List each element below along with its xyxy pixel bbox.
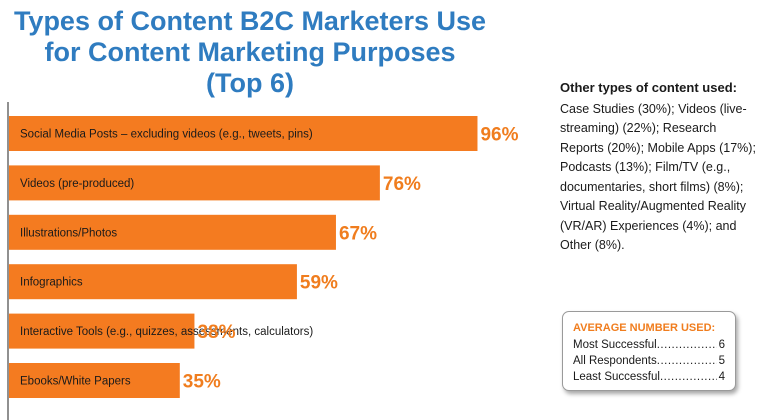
other-content-types-line: Podcasts (13%); Film/TV (e.g., [560, 160, 731, 174]
other-content-types-line: Reports (20%); Mobile Apps (17%); [560, 140, 756, 155]
bar-value-label: 76% [383, 174, 421, 195]
other-content-types-line: Other (8%). [560, 238, 625, 252]
bar [9, 165, 380, 201]
chart-title-line-2: for Content Marketing Purposes [44, 37, 456, 67]
average-row-all-respondents: All Respondents 5 [573, 353, 725, 369]
bar-value-label: 67% [339, 223, 377, 244]
average-number-panel: AVERAGE NUMBER USED: Most Successful 6 A… [562, 311, 736, 391]
bar [9, 264, 297, 300]
bar [9, 214, 336, 250]
other-content-types-heading: Other types of content used: [560, 80, 737, 95]
chart-title: Types of Content B2C Marketers Use for C… [0, 6, 500, 99]
bar-category-label: Infographics [20, 277, 83, 289]
other-content-types-line: streaming) (22%); Research [560, 121, 717, 135]
average-row-label: Most Successful [573, 339, 657, 351]
dot-leader [657, 353, 717, 369]
other-content-types-line: Virtual Reality/Augmented Reality [560, 199, 746, 213]
average-row-label: All Respondents [573, 355, 657, 367]
bar-value-label: 38% [197, 322, 235, 343]
average-row-value: 5 [718, 355, 725, 367]
other-content-types-line: documentaries, short films) (8%); [560, 179, 744, 194]
chart-title-line-3: (Top 6) [206, 68, 294, 98]
bar-value-label: 96% [480, 125, 518, 146]
bar-value-label: 35% [183, 372, 221, 393]
bar-category-label: Social Media Posts – excluding videos (e… [20, 129, 313, 141]
average-row-value: 6 [718, 339, 725, 351]
other-content-types-line: (VR/AR) Experiences (4%); and [560, 218, 737, 233]
bar-chart: Social Media Posts – excluding videos (e… [7, 102, 519, 420]
average-row-least-successful: Least Successful 4 [573, 369, 725, 385]
bar-category-label: Ebooks/White Papers [20, 376, 131, 388]
other-content-types-line: Case Studies (30%); Videos (live- [560, 101, 747, 116]
average-number-heading: AVERAGE NUMBER USED: [573, 322, 716, 334]
dot-leader [657, 337, 717, 353]
chart-title-line-1: Types of Content B2C Marketers Use [13, 6, 487, 36]
bar-category-label: Interactive Tools (e.g., quizzes, assess… [20, 326, 313, 338]
bar [9, 116, 478, 151]
bar-category-label: Videos (pre-produced) [20, 178, 134, 190]
average-row-label: Least Successful [573, 371, 660, 383]
bar-category-label: Illustrations/Photos [20, 227, 117, 239]
bar-value-label: 59% [300, 273, 338, 294]
dot-leader [660, 369, 717, 385]
average-row-most-successful: Most Successful 6 [573, 337, 725, 353]
bar [9, 363, 180, 398]
average-row-value: 4 [718, 371, 725, 383]
other-content-types-panel: Other types of content used: Case Studie… [560, 78, 764, 256]
bar [9, 313, 195, 349]
